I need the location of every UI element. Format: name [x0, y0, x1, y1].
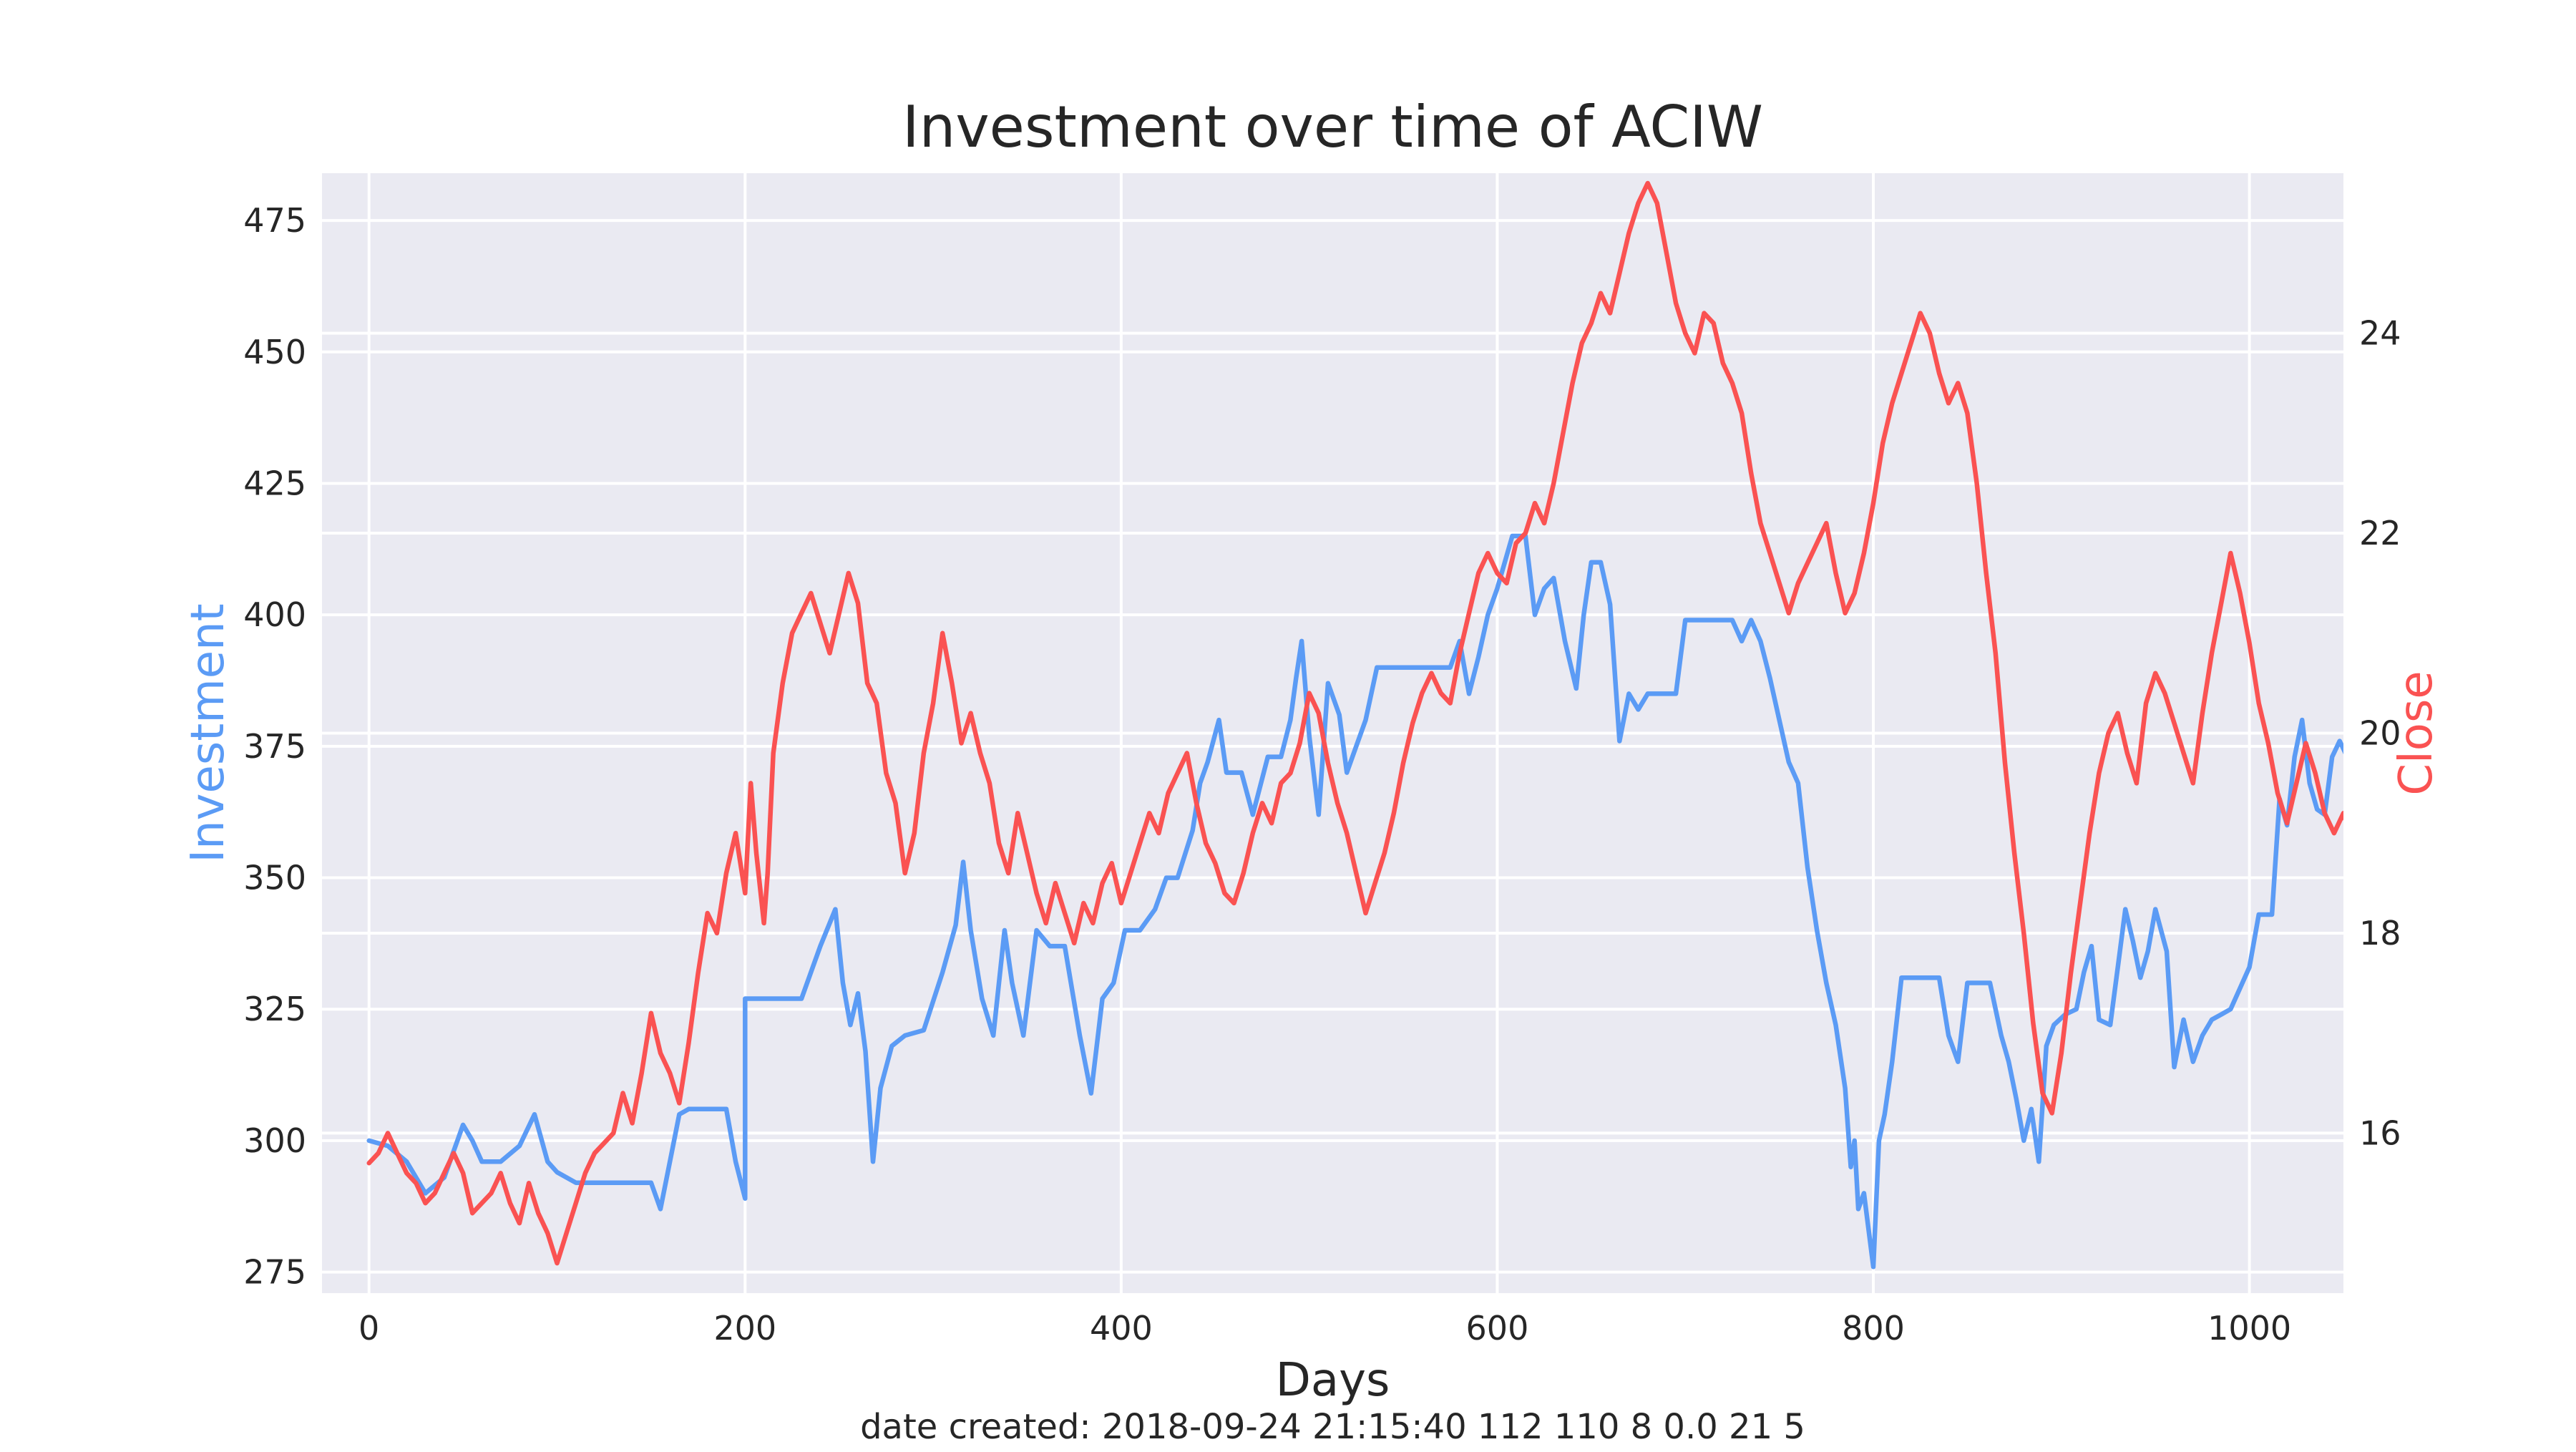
- y-left-tick-label: 450: [243, 333, 306, 371]
- chart-title: Investment over time of ACIW: [902, 94, 1763, 160]
- y-axis-left-label: Investment: [182, 603, 235, 863]
- y-left-tick-label: 425: [243, 464, 306, 502]
- y-left-tick-label: 400: [243, 595, 306, 634]
- x-tick-label: 800: [1842, 1309, 1905, 1348]
- y-right-tick-label: 18: [2359, 914, 2401, 952]
- grid-lines: [322, 173, 2343, 1293]
- x-tick-label: 1000: [2207, 1309, 2291, 1348]
- y-left-tick-label: 375: [243, 727, 306, 766]
- x-tick-label: 200: [713, 1309, 776, 1348]
- series-lines: [366, 180, 2343, 1270]
- tick-labels: 0 200 400 600 800 1000 275 300 325 350 375 400 425 45…: [243, 201, 2401, 1348]
- footer-note: date created: 2018-09-24 21:15:40 112 11…: [860, 1407, 1805, 1447]
- x-tick-label: 400: [1090, 1309, 1153, 1348]
- y-right-tick-label: 24: [2359, 314, 2401, 353]
- x-tick-label: 600: [1466, 1309, 1529, 1348]
- y-right-tick-label: 22: [2359, 514, 2401, 552]
- y-left-tick-label: 325: [243, 990, 306, 1028]
- y-left-tick-label: 300: [243, 1121, 306, 1160]
- close-line: [366, 180, 2343, 1266]
- y-right-tick-label: 20: [2359, 714, 2401, 753]
- y-right-tick-label: 16: [2359, 1114, 2401, 1152]
- x-axis-label: Days: [1276, 1354, 1390, 1407]
- y-axis-right-label: Close: [2390, 671, 2443, 795]
- y-left-tick-label: 275: [243, 1253, 306, 1292]
- y-left-tick-label: 350: [243, 859, 306, 897]
- y-left-tick-label: 475: [243, 201, 306, 240]
- x-tick-label: 0: [358, 1309, 379, 1348]
- investment-line: [366, 533, 2343, 1270]
